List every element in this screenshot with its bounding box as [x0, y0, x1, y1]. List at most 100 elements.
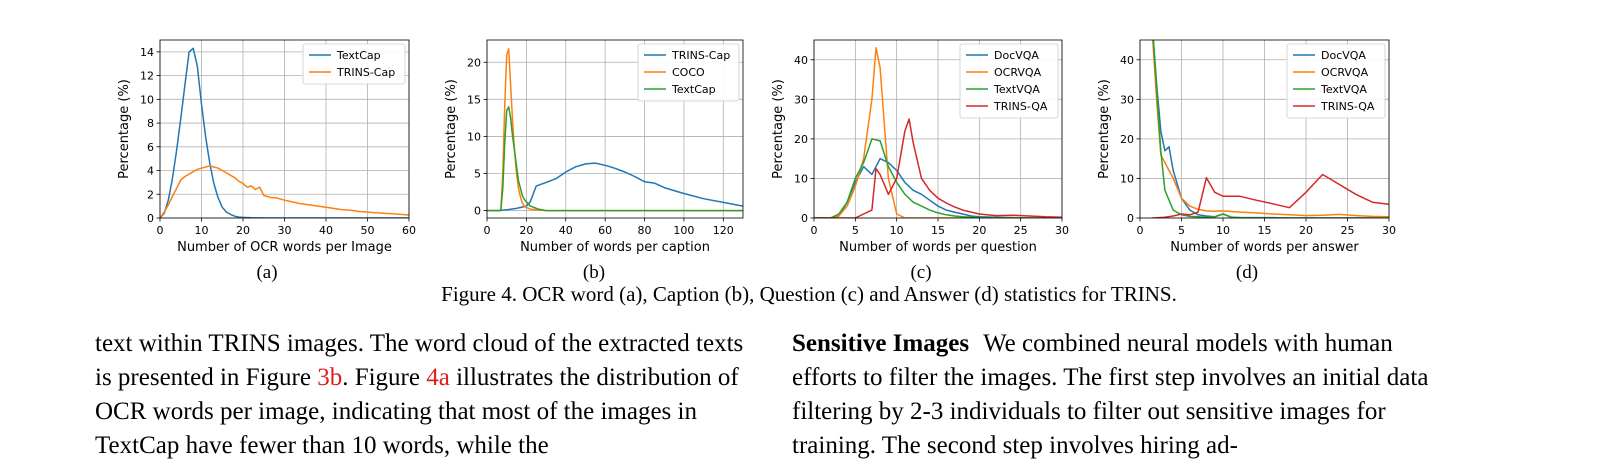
x-axis-label: Number of words per answer — [1170, 240, 1359, 255]
x-tick-label: 80 — [638, 224, 652, 237]
x-tick-label: 60 — [402, 224, 416, 237]
right-paragraph: Sensitive Images We combined neural model… — [792, 327, 1457, 463]
x-tick-label: 20 — [236, 224, 250, 237]
x-tick-label: 10 — [1216, 224, 1230, 237]
legend-label: TextVQA — [1320, 83, 1367, 96]
y-tick-label: 14 — [140, 46, 154, 59]
legend-box — [302, 43, 406, 85]
chart-ocr-words: 0 10 20 30 40 50 60 0 2 4 6 8 10 12 14 Number of OCR wo… — [117, 39, 416, 255]
y-tick-label: 8 — [147, 117, 154, 130]
legend-label: TextCap — [671, 83, 716, 96]
x-tick-label: 40 — [559, 224, 573, 237]
chart-answer-words: 0 5 10 15 20 25 30 0 10 20 30 40 Number of words per… — [1097, 39, 1396, 255]
legend-label: TRINS-Cap — [336, 66, 395, 79]
legend-label: OCRVQA — [994, 66, 1042, 79]
y-axis-label: Percentage (%) — [117, 79, 132, 179]
x-tick-label: 10 — [890, 224, 904, 237]
y-tick-label: 40 — [1120, 54, 1134, 67]
x-tick-label: 30 — [1382, 224, 1396, 237]
x-axis-label: Number of OCR words per Image — [177, 240, 392, 255]
right-column: Sensitive Images We combined neural model… — [792, 327, 1457, 463]
x-tick-label: 0 — [1137, 224, 1144, 237]
series-line-trins-cap — [160, 165, 409, 218]
section-heading-sensitive-images: Sensitive Images — [792, 330, 970, 357]
y-tick-label: 6 — [147, 141, 154, 154]
x-axis-label: Number of words per question — [839, 240, 1037, 255]
left-text-3: illustrates the distribution of OCR word… — [95, 364, 739, 459]
y-tick-label: 30 — [1120, 93, 1134, 106]
x-tick-label: 5 — [1178, 224, 1185, 237]
series-line-trins-cap — [487, 162, 743, 212]
x-tick-label: 60 — [598, 224, 612, 237]
subfig-label-a: (a) — [256, 262, 278, 283]
axes-frame — [486, 39, 744, 219]
x-tick-label: 120 — [713, 224, 734, 237]
legend-box — [1286, 43, 1386, 119]
y-tick-label: 10 — [794, 172, 808, 185]
y-tick-label: 40 — [794, 54, 808, 67]
series-line-ocrvqa — [814, 47, 1062, 218]
x-tick-label: 20 — [972, 224, 986, 237]
series-line-textcap — [487, 106, 743, 212]
y-tick-label: 10 — [140, 93, 154, 106]
legend-label: TRINS-Cap — [671, 49, 730, 62]
series-line-coco — [487, 48, 743, 212]
legend-label: TextVQA — [993, 83, 1040, 96]
x-tick-label: 25 — [1014, 224, 1028, 237]
axes-frame — [813, 39, 1063, 219]
x-tick-label: 15 — [1258, 224, 1272, 237]
x-tick-label: 5 — [852, 224, 859, 237]
legend-box — [637, 43, 740, 102]
x-tick-label: 40 — [319, 224, 333, 237]
x-tick-label: 20 — [519, 224, 533, 237]
y-tick-label: 20 — [467, 56, 481, 69]
series-line-trins-qa — [814, 118, 1062, 218]
right-text: We combined neural models with human eff… — [792, 330, 1429, 459]
y-tick-label: 0 — [474, 205, 481, 218]
figure-ref-4a[interactable]: 4a — [426, 364, 450, 391]
left-column: text within TRINS images. The word cloud… — [95, 327, 760, 463]
legend-label: DocVQA — [1321, 49, 1366, 62]
y-tick-label: 12 — [140, 70, 154, 83]
y-tick-label: 2 — [147, 188, 154, 201]
x-tick-label: 0 — [484, 224, 491, 237]
series-line-textvqa — [1152, 40, 1389, 218]
subfig-label-d: (d) — [1235, 262, 1259, 283]
y-tick-label: 0 — [147, 212, 154, 225]
axes-frame — [1139, 39, 1390, 219]
y-axis-label: Percentage (%) — [1097, 79, 1112, 179]
legend-label: OCRVQA — [1321, 66, 1369, 79]
series-line-trins-qa — [1152, 173, 1389, 218]
x-tick-label: 0 — [811, 224, 818, 237]
legend-box — [959, 43, 1059, 119]
x-tick-label: 10 — [195, 224, 209, 237]
y-tick-label: 4 — [147, 165, 154, 178]
subfig-label-c: (c) — [910, 262, 932, 283]
x-tick-label: 0 — [157, 224, 164, 237]
y-tick-label: 0 — [1127, 212, 1134, 225]
chart-caption-words: 0 20 40 60 80 100 120 0 5 10 15 20 Number of words p… — [444, 39, 744, 255]
legend-label: DocVQA — [994, 49, 1039, 62]
x-tick-label: 50 — [361, 224, 375, 237]
axes-frame — [159, 39, 410, 219]
y-axis-label: Percentage (%) — [771, 79, 786, 179]
x-tick-label: 20 — [1299, 224, 1313, 237]
y-tick-label: 10 — [1120, 172, 1134, 185]
legend-label: TextCap — [336, 49, 381, 62]
x-tick-label: 30 — [1055, 224, 1069, 237]
left-text-1: text within TRINS images. The word cloud… — [95, 330, 744, 391]
x-tick-label: 15 — [931, 224, 945, 237]
legend-label: TRINS-QA — [993, 100, 1048, 113]
left-paragraph: text within TRINS images. The word cloud… — [95, 327, 760, 463]
legend-label: TRINS-QA — [1320, 100, 1375, 113]
subfig-label-b: (b) — [582, 262, 606, 283]
y-tick-label: 30 — [794, 93, 808, 106]
chart-question-words: 0 5 10 15 20 25 30 0 10 20 30 40 Number of words per… — [771, 39, 1069, 255]
figure-ref-3b[interactable]: 3b — [317, 364, 343, 391]
x-tick-label: 30 — [278, 224, 292, 237]
y-tick-label: 0 — [801, 212, 808, 225]
legend-label: COCO — [672, 66, 705, 79]
y-tick-label: 10 — [467, 130, 481, 143]
x-tick-label: 25 — [1341, 224, 1355, 237]
y-tick-label: 15 — [467, 93, 481, 106]
